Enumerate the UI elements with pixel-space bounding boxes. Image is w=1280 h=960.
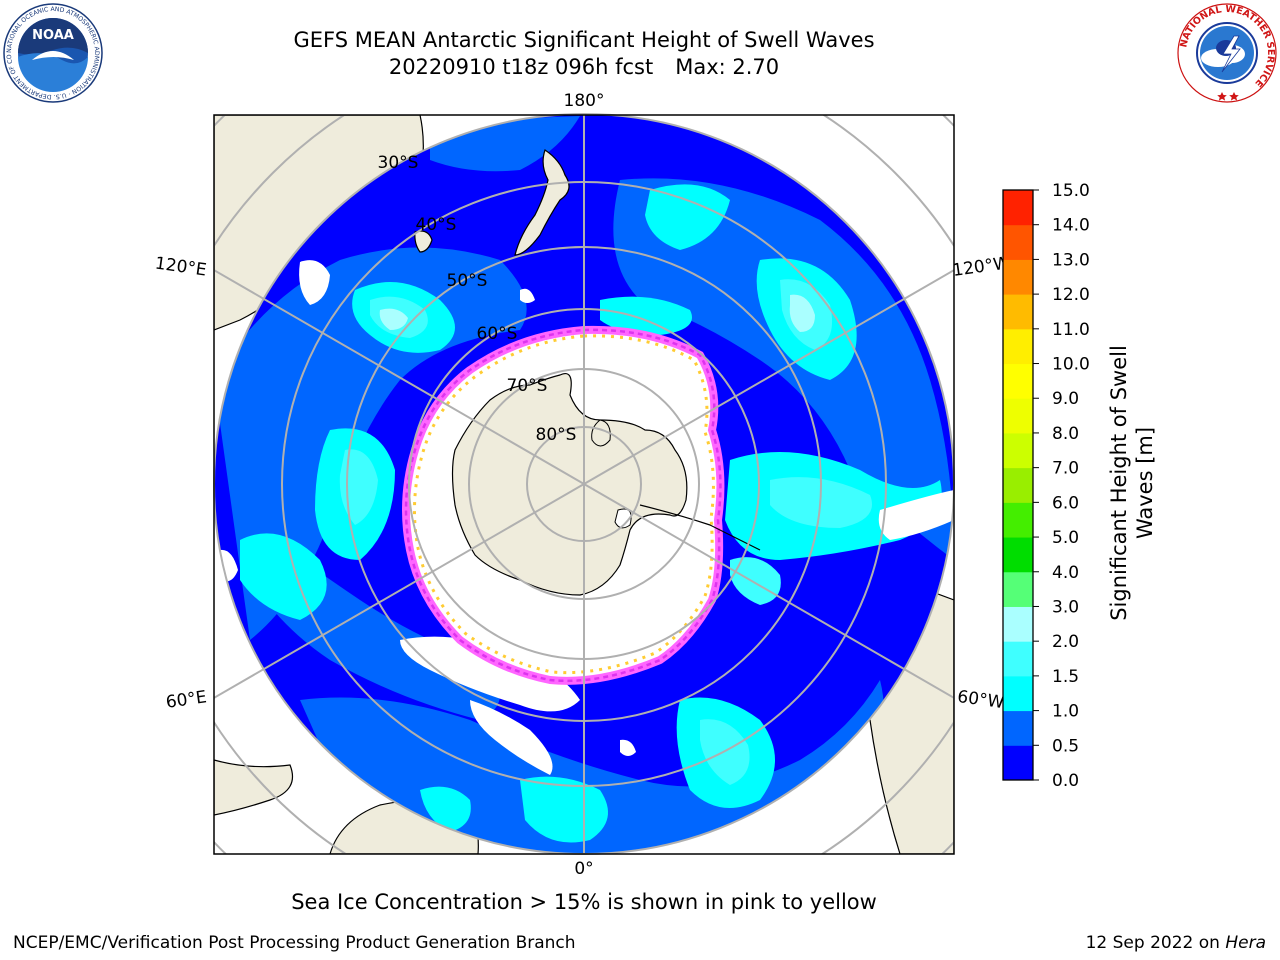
colorbar-tick-label: 10.0 xyxy=(1052,355,1090,375)
nws-logo: NATIONAL WEATHER SERVICE xyxy=(1176,2,1278,104)
map-frame xyxy=(213,114,955,855)
colorbar-tick-label: 11.0 xyxy=(1052,320,1090,340)
lon-label-120e: 120°E xyxy=(154,254,208,281)
colorbar-tick-label: 6.0 xyxy=(1052,493,1079,513)
colorbar-tick-label: 7.0 xyxy=(1052,459,1079,479)
colorbar-bin xyxy=(1003,606,1033,642)
colorbar-bin xyxy=(1003,432,1033,469)
colorbar-bin xyxy=(1003,675,1033,712)
colorbar-tick-label: 4.0 xyxy=(1052,563,1079,583)
colorbar-bin xyxy=(1003,537,1033,573)
lat-label-50s: 50°S xyxy=(447,271,488,291)
colorbar-tick-label: 9.0 xyxy=(1052,389,1079,409)
footer-date-text: 12 Sep 2022 on xyxy=(1085,933,1220,953)
colorbar-bin xyxy=(1003,328,1033,365)
chart-subtitle: 20220910 t18z 096h fcst Max: 2.70 xyxy=(184,54,984,80)
noaa-logo: NATIONAL OCEANIC AND ATMOSPHERIC ADMINIS… xyxy=(0,0,104,104)
colorbar-tick-label: 0.5 xyxy=(1052,736,1079,756)
colorbar-tick-label: 5.0 xyxy=(1052,528,1079,548)
colorbar-tick-label: 1.0 xyxy=(1052,702,1079,722)
colorbar-tick-label: 0.0 xyxy=(1052,771,1079,791)
colorbar-tick-label: 3.0 xyxy=(1052,597,1079,617)
colorbar-bin xyxy=(1003,398,1033,434)
new-zealand xyxy=(514,149,570,256)
colorbar-bin xyxy=(1003,571,1033,607)
colorbar-bin xyxy=(1003,641,1033,677)
colorbar: 0.0 0.5 1.0 1.5 2.0 3.0 4.0 5.0 6.0 7.0 8.0 9.0 10.0… xyxy=(1002,181,1090,791)
lat-label-40s: 40°S xyxy=(416,215,457,235)
colorbar-tick-label: 1.5 xyxy=(1052,667,1079,687)
lon-label-60e: 60°E xyxy=(165,687,208,712)
lat-label-70s: 70°S xyxy=(507,376,548,396)
lon-label-60w: 60°W xyxy=(956,687,1005,713)
run-label: 20220910 t18z 096h fcst xyxy=(388,55,654,79)
colorbar-bin xyxy=(1003,363,1033,399)
colorbar-tick-label: 13.0 xyxy=(1052,250,1090,270)
colorbar-frame xyxy=(1002,189,1034,781)
colorbar-bin xyxy=(1003,224,1033,260)
antarctica xyxy=(451,373,688,596)
noaa-text: NOAA xyxy=(32,28,74,43)
colorbar-bin xyxy=(1003,710,1033,746)
colorbar-tick-label: 2.0 xyxy=(1052,632,1079,652)
colorbar-bin xyxy=(1003,502,1033,538)
lon-label-0: 0° xyxy=(574,859,593,879)
colorbar-title-wrapper: Significant Height of Swell Waves [m] xyxy=(1107,345,1157,621)
lat-label-80s: 80°S xyxy=(536,425,577,445)
colorbar-title-line2: Waves [m] xyxy=(1133,427,1157,539)
colorbar-bin xyxy=(1003,745,1033,781)
colorbar-title-line1: Significant Height of Swell xyxy=(1107,345,1131,621)
colorbar-tick-label: 8.0 xyxy=(1052,424,1079,444)
footer-credit: NCEP/EMC/Verification Post Processing Pr… xyxy=(13,933,576,953)
colorbar-bin xyxy=(1003,190,1033,226)
colorbar-tick-label: 14.0 xyxy=(1052,216,1090,236)
chart-title: GEFS MEAN Antarctic Significant Height o… xyxy=(293,28,875,52)
footer-date: 12 Sep 2022 on Hera xyxy=(1086,933,1266,953)
footer-host: Hera xyxy=(1225,933,1266,953)
lon-label-180: 180° xyxy=(564,91,605,111)
colorbar-tick-label: 15.0 xyxy=(1052,181,1090,201)
lat-label-30s: 30°S xyxy=(378,153,419,173)
max-label: Max: 2.70 xyxy=(675,55,780,79)
caption: Sea Ice Concentration > 15% is shown in … xyxy=(291,890,877,914)
colorbar-tick-label: 12.0 xyxy=(1052,285,1090,305)
colorbar-bin xyxy=(1003,294,1033,330)
colorbar-bin xyxy=(1003,467,1033,503)
colorbar-bin xyxy=(1003,259,1033,295)
lat-label-60s: 60°S xyxy=(477,324,518,344)
